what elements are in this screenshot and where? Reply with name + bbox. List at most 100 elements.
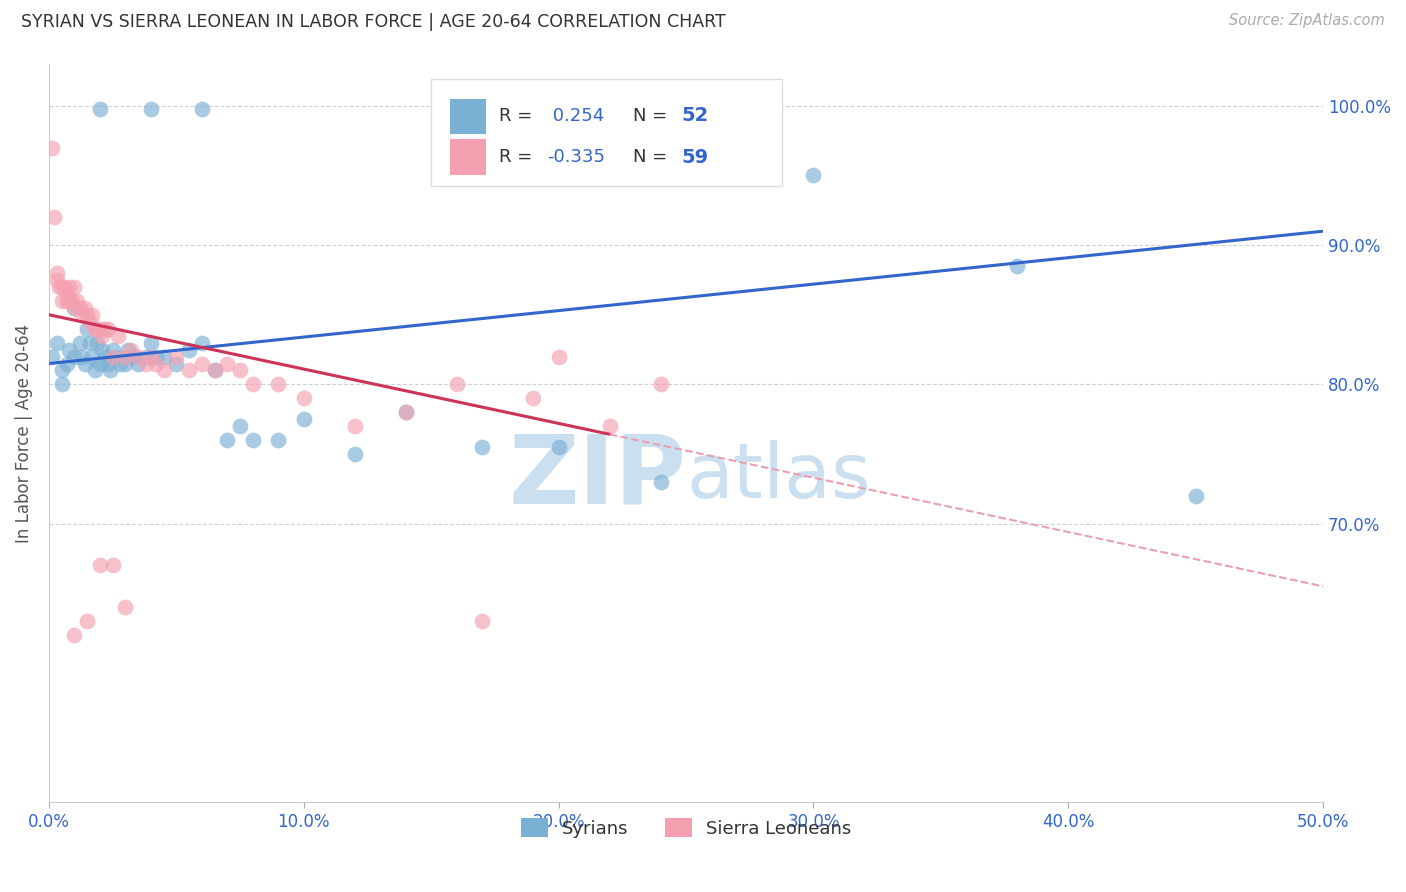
Point — [76, 614, 98, 628]
Point — [41, 141, 63, 155]
Text: ZIP: ZIP — [508, 431, 686, 524]
Point — [58, 343, 80, 357]
Point — [242, 377, 264, 392]
Point — [139, 102, 162, 116]
Point — [204, 363, 226, 377]
Point — [395, 405, 418, 419]
Point — [91, 343, 114, 357]
Point — [471, 614, 494, 628]
Point — [89, 102, 111, 116]
Point — [165, 350, 187, 364]
Point — [165, 357, 187, 371]
Point — [101, 343, 124, 357]
Point — [63, 301, 86, 315]
Text: 52: 52 — [681, 106, 709, 125]
Point — [69, 335, 91, 350]
Point — [60, 293, 83, 308]
Text: 59: 59 — [681, 147, 709, 167]
Point — [191, 335, 214, 350]
Point — [191, 357, 214, 371]
Point — [650, 475, 672, 489]
Point — [63, 350, 86, 364]
Point — [73, 357, 96, 371]
Point — [1184, 489, 1206, 503]
Point — [70, 308, 93, 322]
Point — [395, 405, 418, 419]
Point — [76, 308, 98, 322]
Point — [51, 377, 73, 392]
Point — [267, 377, 290, 392]
Point — [89, 357, 111, 371]
Point — [343, 419, 366, 434]
Point — [117, 343, 139, 357]
FancyBboxPatch shape — [450, 139, 486, 175]
Point — [101, 558, 124, 573]
Point — [69, 301, 91, 315]
Point — [51, 293, 73, 308]
Point — [58, 280, 80, 294]
Point — [51, 280, 73, 294]
Point — [127, 357, 149, 371]
Point — [73, 301, 96, 315]
Point — [41, 350, 63, 364]
Point — [63, 280, 86, 294]
Point — [1007, 259, 1029, 273]
Point — [53, 280, 76, 294]
Text: N =: N = — [633, 107, 672, 125]
Point — [107, 328, 129, 343]
Point — [547, 440, 569, 454]
Point — [471, 440, 494, 454]
Point — [56, 357, 79, 371]
Point — [179, 343, 201, 357]
Point — [522, 392, 544, 406]
Point — [97, 321, 120, 335]
Point — [89, 558, 111, 573]
Point — [135, 357, 157, 371]
Point — [91, 328, 114, 343]
Point — [79, 335, 101, 350]
Point — [51, 363, 73, 377]
Point — [63, 301, 86, 315]
Point — [94, 350, 117, 364]
Text: 0.254: 0.254 — [547, 107, 605, 125]
Point — [803, 169, 825, 183]
Text: Source: ZipAtlas.com: Source: ZipAtlas.com — [1229, 13, 1385, 29]
Point — [152, 350, 174, 364]
Point — [56, 286, 79, 301]
Point — [79, 315, 101, 329]
Point — [217, 357, 239, 371]
Point — [191, 102, 214, 116]
Text: N =: N = — [633, 148, 672, 166]
Point — [45, 266, 67, 280]
Point — [204, 363, 226, 377]
Point — [45, 335, 67, 350]
Point — [58, 293, 80, 308]
Point — [229, 363, 252, 377]
Point — [97, 357, 120, 371]
Point — [82, 308, 104, 322]
Point — [599, 419, 621, 434]
Point — [70, 350, 93, 364]
Y-axis label: In Labor Force | Age 20-64: In Labor Force | Age 20-64 — [15, 324, 32, 542]
Point — [66, 293, 89, 308]
Text: atlas: atlas — [686, 441, 870, 515]
Point — [217, 433, 239, 447]
Point — [104, 350, 127, 364]
Point — [45, 273, 67, 287]
Point — [267, 433, 290, 447]
Text: SYRIAN VS SIERRA LEONEAN IN LABOR FORCE | AGE 20-64 CORRELATION CHART: SYRIAN VS SIERRA LEONEAN IN LABOR FORCE … — [21, 13, 725, 31]
Point — [56, 293, 79, 308]
Text: R =: R = — [499, 148, 537, 166]
Point — [292, 392, 315, 406]
Point — [86, 335, 108, 350]
Point — [139, 350, 162, 364]
Point — [145, 357, 167, 371]
Point — [86, 321, 108, 335]
Point — [48, 280, 70, 294]
Point — [120, 343, 142, 357]
Point — [82, 350, 104, 364]
Point — [101, 350, 124, 364]
FancyBboxPatch shape — [450, 99, 486, 134]
Text: -0.335: -0.335 — [547, 148, 605, 166]
Point — [139, 335, 162, 350]
